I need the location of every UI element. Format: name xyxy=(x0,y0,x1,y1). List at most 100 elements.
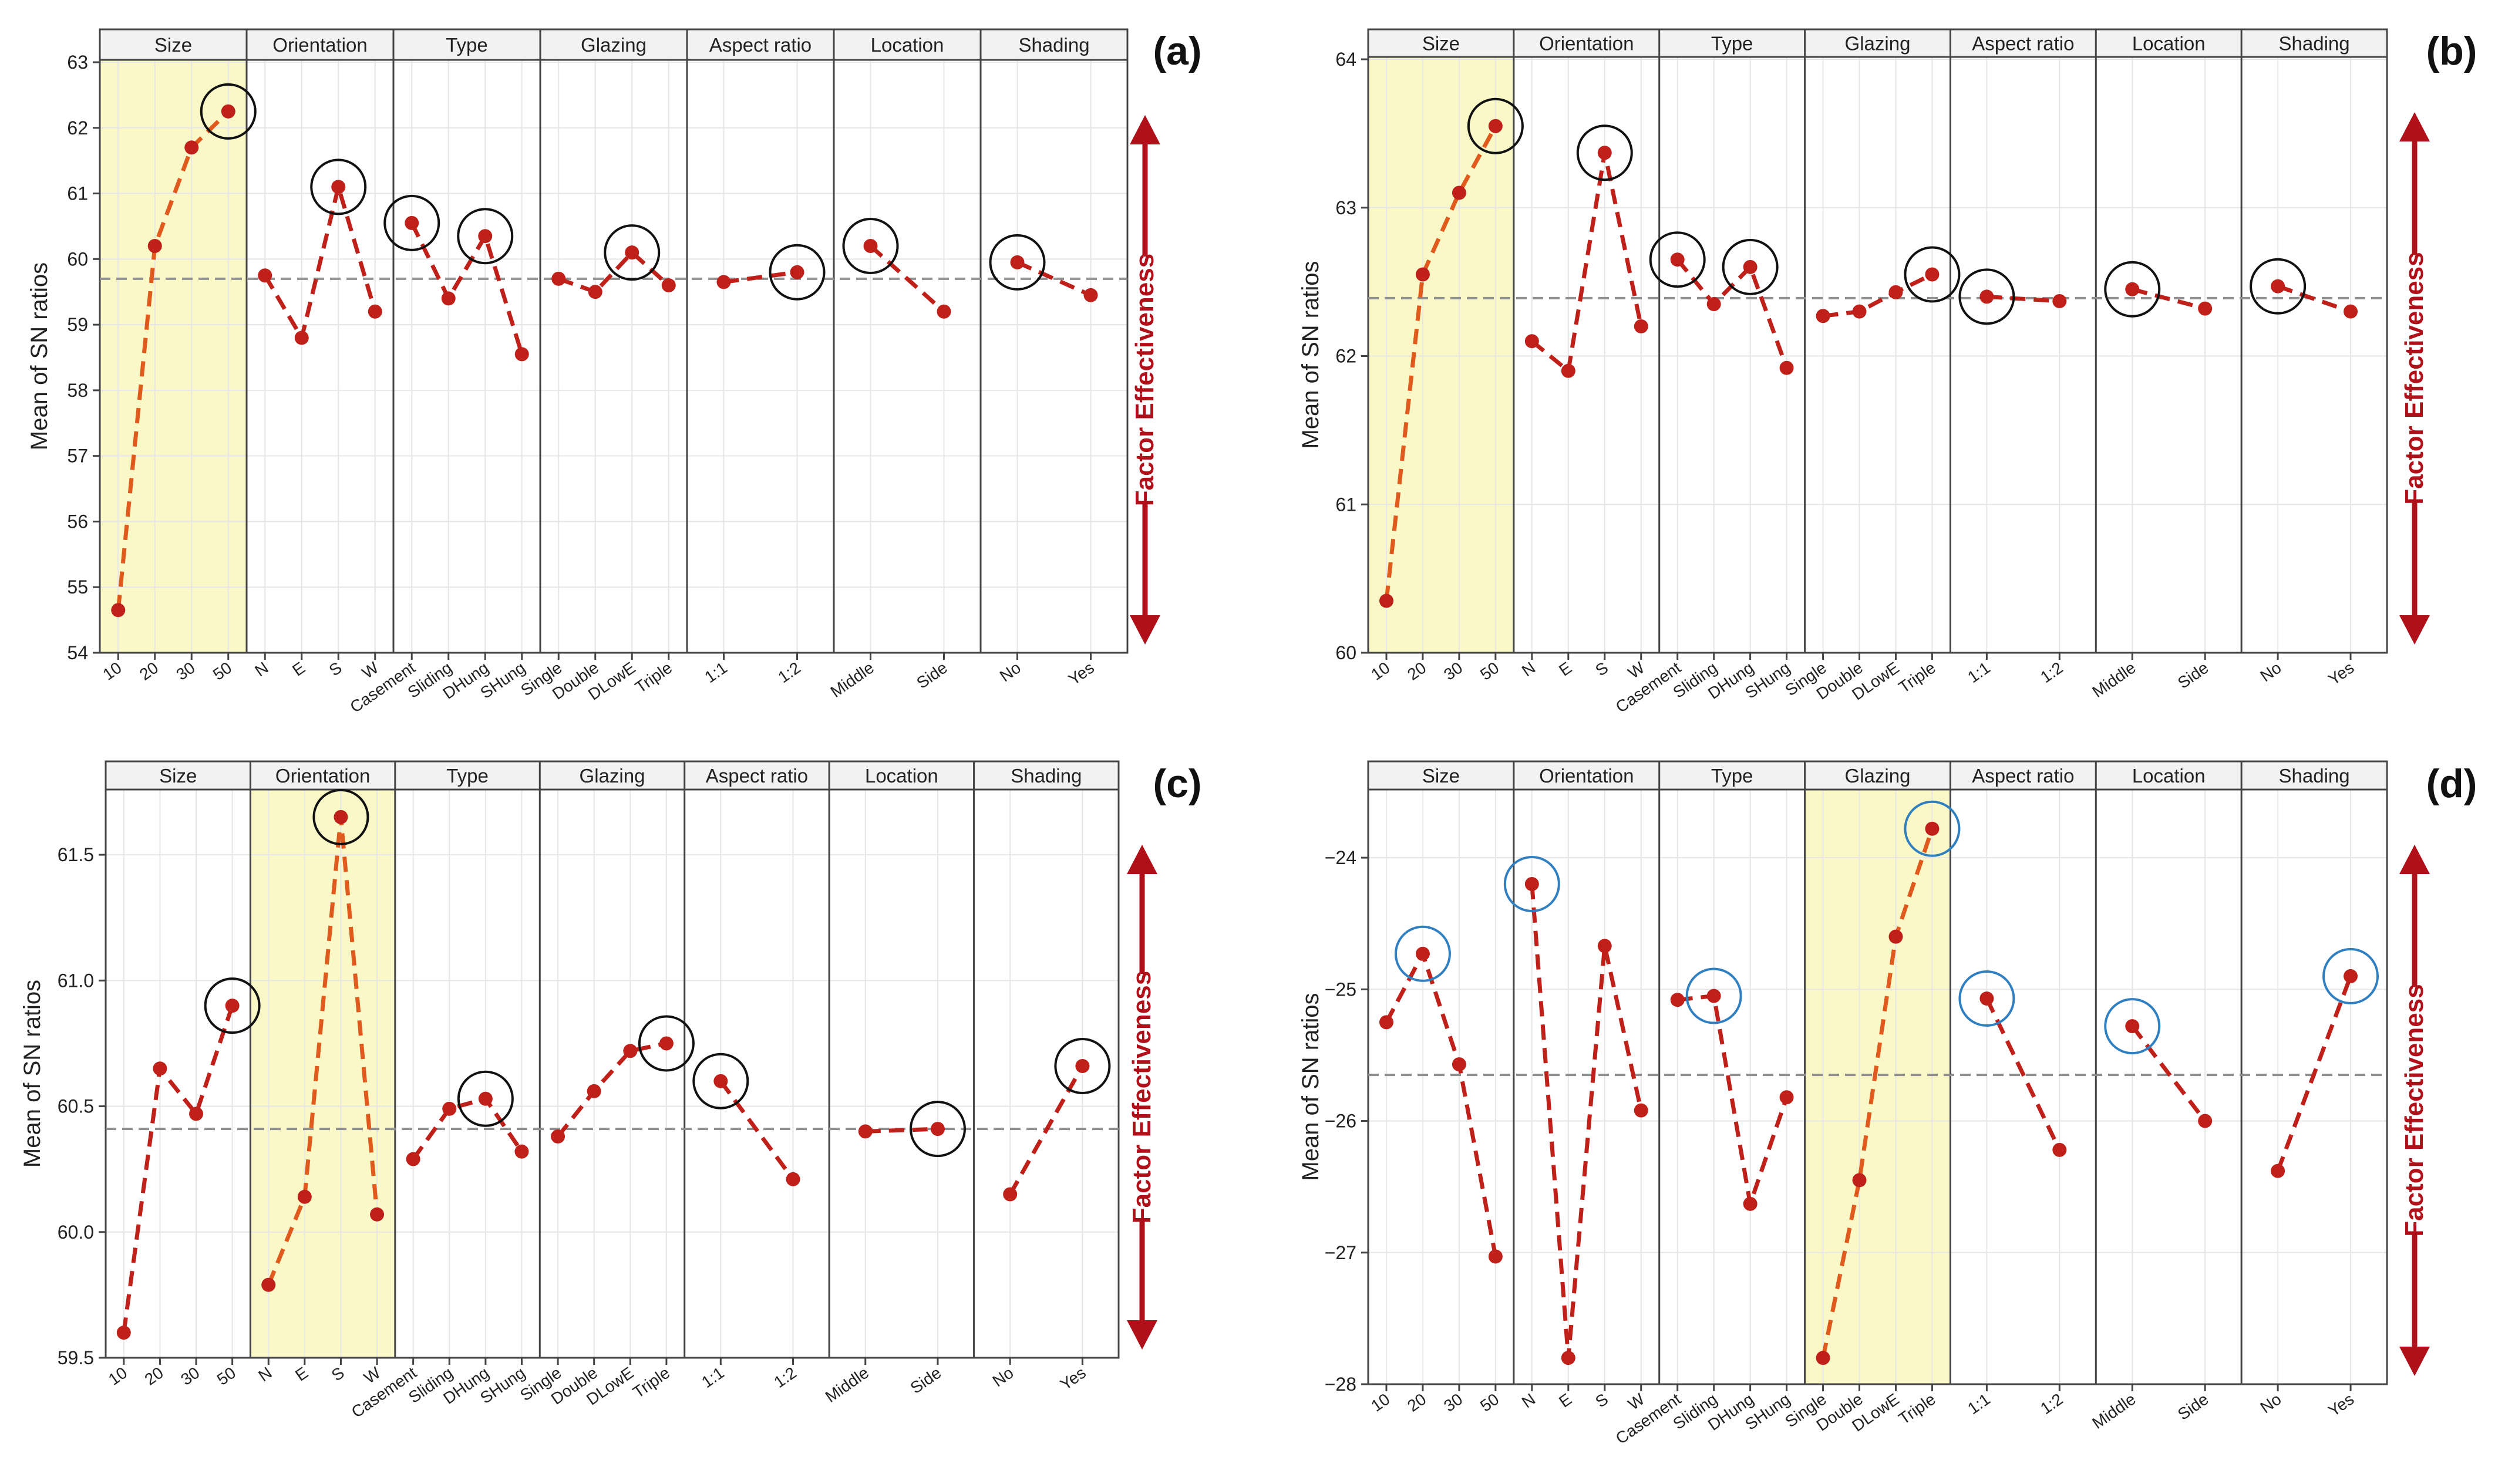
data-point xyxy=(2198,301,2213,316)
data-point xyxy=(623,1044,638,1058)
data-point xyxy=(786,1172,800,1186)
x-tick-label: Triple xyxy=(629,1364,673,1402)
factor-header-label: Orientation xyxy=(1539,33,1634,55)
data-point xyxy=(406,1152,420,1166)
factor-header-label: Location xyxy=(2132,765,2206,787)
x-tick-label: Middle xyxy=(822,1364,872,1407)
y-tick-label: 57 xyxy=(67,446,88,467)
factor-header-label: Size xyxy=(1422,33,1460,55)
factor-header-label: Type xyxy=(446,765,489,787)
y-tick-label: 56 xyxy=(67,511,88,532)
y-tick-label: 55 xyxy=(67,576,88,598)
data-point xyxy=(1379,593,1393,608)
data-point xyxy=(716,275,731,289)
chart-panel-b: 60 61 62 63 64 Size Orientation Type Glazing Aspe… xyxy=(1298,28,2477,716)
best-level-circle xyxy=(310,158,367,215)
y-tick-label: 59 xyxy=(67,314,88,335)
data-point xyxy=(153,1061,167,1076)
factor-effectiveness-label: Factor Effectiveness xyxy=(2400,984,2429,1236)
series-line-shading xyxy=(2275,975,2353,1172)
x-tick-label: 1:2 xyxy=(2037,659,2066,687)
data-point xyxy=(334,810,348,824)
series-line-type xyxy=(1677,993,1789,1205)
series-line-type xyxy=(410,222,524,355)
best-level-circle xyxy=(200,83,257,140)
x-tick-label: Middle xyxy=(2089,659,2139,701)
y-tick-label: −28 xyxy=(1325,1374,1356,1395)
y-tick-label: 61.5 xyxy=(58,844,94,865)
data-point xyxy=(1852,1173,1867,1188)
x-tick-label: N xyxy=(255,1364,275,1385)
series-line-size xyxy=(1384,125,1497,601)
y-tick-label: 62 xyxy=(67,117,88,139)
data-point xyxy=(1452,186,1466,200)
data-point xyxy=(2052,294,2067,308)
data-point xyxy=(1925,267,1940,282)
best-level-circle xyxy=(1904,246,1961,303)
x-tick-label: 1:2 xyxy=(2037,1390,2066,1418)
x-tick-label: S xyxy=(328,1364,348,1385)
y-tick-label: 61.0 xyxy=(58,970,94,991)
x-tick-label: Yes xyxy=(2325,1390,2357,1421)
plot-frame xyxy=(1367,56,2388,654)
factor-header-label: Shading xyxy=(1011,765,1082,787)
series-line-glazing xyxy=(556,1041,667,1138)
data-point xyxy=(368,304,382,319)
y-tick-label: 61 xyxy=(1335,494,1356,515)
y-tick-label: 60 xyxy=(67,248,88,269)
data-point xyxy=(2271,1163,2285,1178)
factor-header-label: Shading xyxy=(2279,765,2350,787)
factor-header-label: Shading xyxy=(1018,34,1089,56)
factor-header-strip xyxy=(1367,760,2388,791)
y-tick-label: 60.0 xyxy=(58,1222,94,1243)
x-tick-label: No xyxy=(996,659,1024,686)
data-point xyxy=(405,215,419,230)
data-point xyxy=(930,1122,945,1136)
arrow-up-icon xyxy=(1127,845,1157,874)
y-tick-label: 60 xyxy=(1335,642,1356,663)
x-tick-label: S xyxy=(1592,1390,1611,1411)
arrow-down-icon xyxy=(1127,1320,1157,1350)
x-tick-label: 1:1 xyxy=(698,1364,728,1392)
data-point xyxy=(1979,991,1994,1006)
data-point xyxy=(111,603,126,618)
best-level-circle xyxy=(1054,1038,1111,1095)
y-axis-label: Mean of SN ratios xyxy=(1298,993,1324,1181)
best-level-circle xyxy=(909,1101,966,1158)
x-tick-label: 20 xyxy=(1404,659,1429,684)
factor-header-label: Orientation xyxy=(1539,765,1634,787)
data-point xyxy=(478,229,493,244)
best-level-circle xyxy=(457,208,514,265)
data-point xyxy=(587,1084,601,1098)
data-point xyxy=(1706,297,1721,312)
y-tick-label: −25 xyxy=(1325,979,1356,1000)
data-point xyxy=(1816,309,1830,323)
arrow-down-icon xyxy=(2399,615,2430,645)
plot-frame xyxy=(99,59,1129,654)
x-tick-label: Middle xyxy=(2089,1390,2139,1433)
data-point xyxy=(294,330,309,345)
plot-frame xyxy=(1367,788,2388,1385)
x-tick-label: N xyxy=(1519,1390,1538,1412)
best-level-circle xyxy=(1722,238,1779,295)
data-point xyxy=(625,245,639,260)
x-tick-label: 20 xyxy=(1404,1390,1429,1415)
x-tick-label: 10 xyxy=(1368,659,1393,684)
data-point xyxy=(2198,1114,2213,1128)
data-point xyxy=(258,268,272,283)
data-point xyxy=(2344,969,2358,983)
x-tick-label: Yes xyxy=(1065,659,1097,689)
data-point xyxy=(370,1207,385,1222)
data-point xyxy=(551,1129,565,1144)
data-point xyxy=(1706,989,1721,1003)
x-tick-label: S xyxy=(326,659,345,680)
x-tick-label: E xyxy=(1556,1390,1575,1411)
data-point xyxy=(1743,259,1758,274)
series-line-size xyxy=(122,1005,234,1333)
data-point xyxy=(1634,1103,1648,1118)
y-axis-label: Mean of SN ratios xyxy=(19,980,45,1168)
x-tick-label: 30 xyxy=(177,1364,203,1389)
data-point xyxy=(2052,1142,2067,1157)
panel-label: (b) xyxy=(2426,29,2477,73)
factor-effectiveness-label: Factor Effectiveness xyxy=(1127,971,1156,1223)
